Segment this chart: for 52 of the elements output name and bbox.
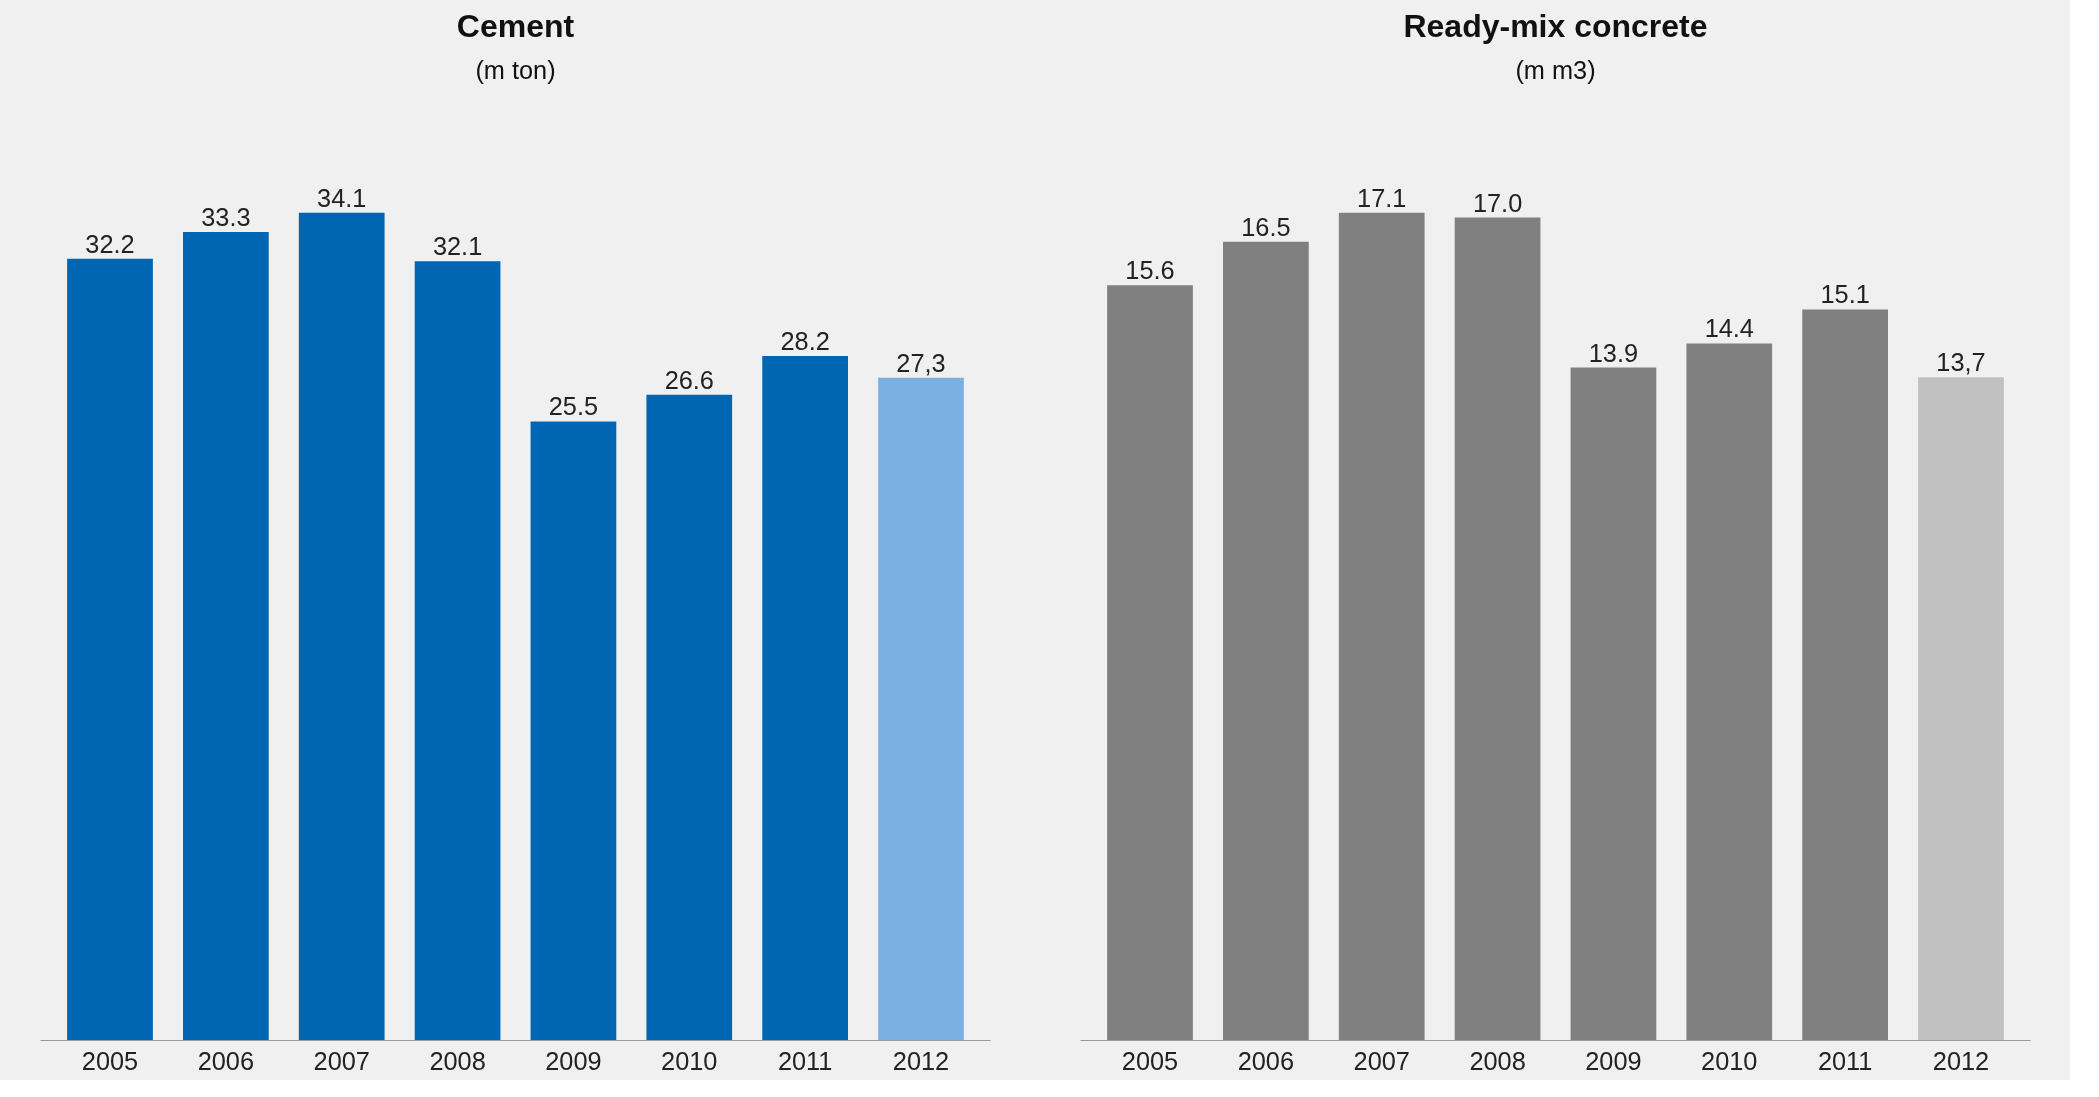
x-tick-label: 2007: [1353, 1046, 1410, 1075]
x-tick-label: 2007: [313, 1046, 370, 1075]
data-label: 15.1: [1820, 280, 1870, 309]
chart-subtitle: (m ton): [475, 55, 556, 84]
data-label: 13.9: [1588, 338, 1639, 367]
x-tick-label: 2009: [1585, 1046, 1642, 1075]
data-label: 17.1: [1357, 183, 1407, 212]
x-tick-label: 2012: [1932, 1046, 1990, 1075]
data-label: 27,3: [896, 348, 946, 377]
bar: [1570, 367, 1657, 1041]
data-label: 32.2: [85, 229, 135, 258]
data-label: 25.5: [548, 392, 599, 421]
data-label: 15.6: [1125, 256, 1175, 285]
bar: [298, 212, 385, 1041]
bar: [1802, 309, 1888, 1041]
bar: [646, 394, 733, 1041]
x-tick-label: 2008: [429, 1046, 486, 1075]
chart-title: Ready-mix concrete: [1403, 7, 1708, 44]
bar: [878, 377, 964, 1041]
data-label: 13,7: [1936, 348, 1986, 377]
bar: [1454, 217, 1541, 1041]
bar: [530, 421, 617, 1041]
bar: [1338, 212, 1425, 1041]
bar: [183, 232, 269, 1041]
data-label: 34.1: [317, 183, 367, 212]
bar: [67, 258, 153, 1041]
chart-subtitle: (m m3): [1515, 55, 1596, 84]
x-tick-label: 2010: [1701, 1046, 1758, 1075]
data-label: 33.3: [201, 203, 251, 232]
x-tick-label: 2010: [661, 1046, 718, 1075]
bar: [1686, 343, 1773, 1041]
x-tick-label: 2006: [1237, 1046, 1295, 1075]
bar: [1107, 285, 1193, 1041]
x-tick-label: 2006: [197, 1046, 255, 1075]
x-tick-label: 2009: [545, 1046, 602, 1075]
bar: [1223, 241, 1309, 1041]
x-tick-label: 2008: [1469, 1046, 1526, 1075]
data-label: 32.1: [432, 232, 483, 261]
bar: [414, 261, 501, 1041]
bar: [762, 355, 848, 1041]
x-tick-label: 2005: [81, 1046, 139, 1075]
bar: [1918, 377, 2004, 1041]
data-label: 14.4: [1704, 314, 1754, 343]
data-label: 16.5: [1241, 212, 1291, 241]
data-label: 17.0: [1472, 188, 1523, 217]
chart-title: Cement: [456, 7, 575, 44]
x-tick-label: 2012: [892, 1046, 950, 1075]
x-tick-label: 2011: [777, 1046, 833, 1075]
x-tick-label: 2011: [1817, 1046, 1873, 1075]
x-tick-label: 2005: [1121, 1046, 1179, 1075]
data-label: 28.2: [780, 326, 830, 355]
data-label: 26.6: [664, 365, 714, 394]
